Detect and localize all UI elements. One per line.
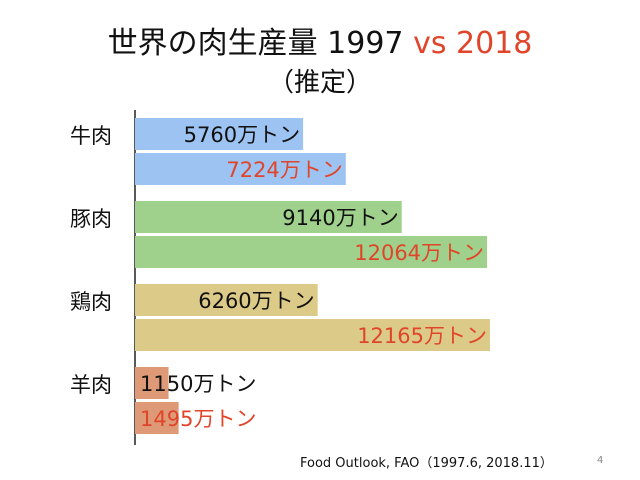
bar-value-label: 1150万トン <box>140 372 256 396</box>
bar <box>135 201 402 233</box>
category-label: 豚肉 <box>70 207 112 231</box>
bar-value-label: 7224万トン <box>226 158 342 182</box>
chart-title-vs: vs 2018 <box>413 26 533 61</box>
bar <box>135 402 179 434</box>
chart-subtitle: （推定） <box>267 68 372 98</box>
bar-value-label: 6260万トン <box>198 289 314 313</box>
chart-title-main: 世界の肉生産量 1997 <box>107 26 414 61</box>
bar <box>135 319 490 351</box>
bar <box>135 153 346 185</box>
bar <box>135 367 169 399</box>
page-number: 4 <box>597 455 604 466</box>
category-label: 羊肉 <box>70 373 112 397</box>
bar <box>135 118 304 150</box>
bar-value-label: 12165万トン <box>357 324 487 348</box>
source-note: Food Outlook, FAO（1997.6, 2018.11） <box>300 456 553 471</box>
category-label: 鶏肉 <box>70 290 112 314</box>
chart-title: 世界の肉生産量 1997 vs 2018 <box>0 18 640 62</box>
category-label: 牛肉 <box>70 124 112 148</box>
bar-value-label: 12064万トン <box>354 241 484 265</box>
bar <box>135 236 488 268</box>
bar-value-label: 1495万トン <box>140 407 256 431</box>
bar-value-label: 9140万トン <box>282 206 398 230</box>
bar <box>135 284 318 316</box>
bar-value-label: 5760万トン <box>184 123 300 147</box>
